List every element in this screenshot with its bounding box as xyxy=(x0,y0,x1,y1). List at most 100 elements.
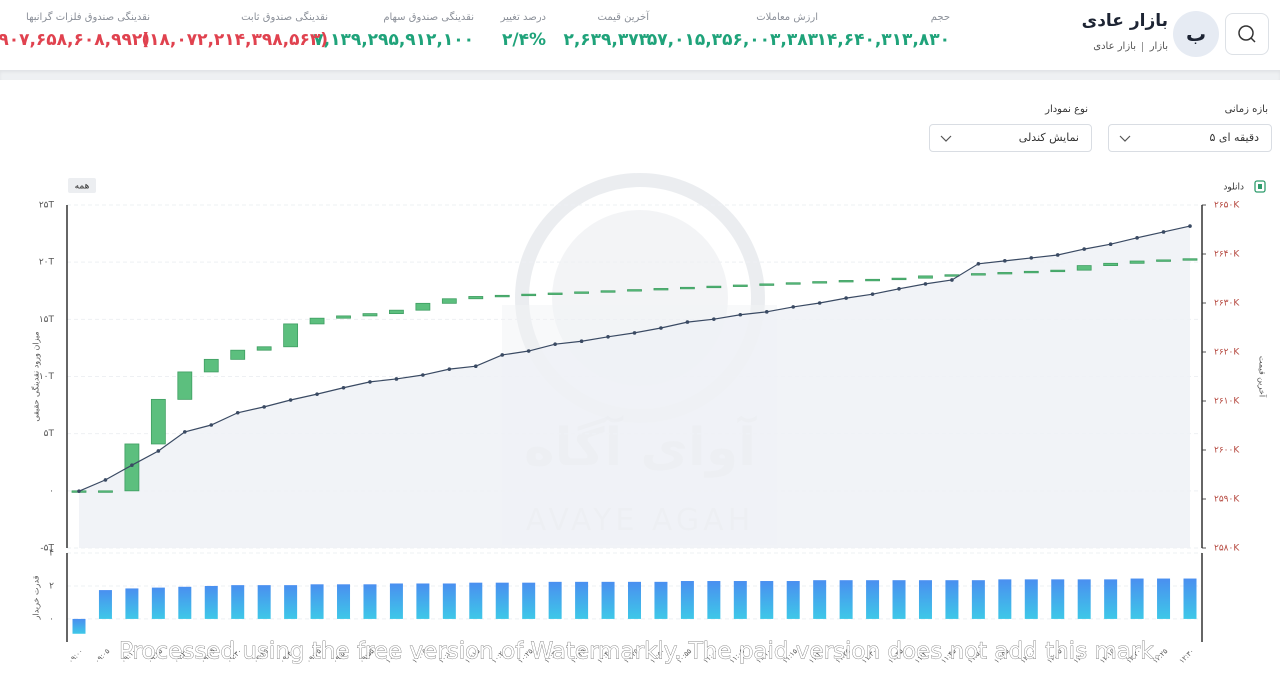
candle xyxy=(203,358,219,373)
breadcrumb-item[interactable]: بازار عادی xyxy=(1093,41,1136,52)
candle xyxy=(732,284,748,287)
stat-value: ۲,۶۳۹,۳۷۳ xyxy=(563,30,649,50)
candle xyxy=(891,277,907,281)
bar xyxy=(866,580,880,619)
price-point xyxy=(447,367,452,371)
candle xyxy=(600,290,616,293)
bar xyxy=(231,585,245,619)
bar xyxy=(310,584,324,619)
bar xyxy=(1024,579,1038,619)
search-icon xyxy=(1238,25,1256,43)
price-point xyxy=(341,385,346,390)
stat-value: ۵۷,۰۱۵,۳۵۶,۰۰۳,۳۸۳ xyxy=(646,30,818,50)
stat-label: حجم xyxy=(930,12,950,23)
y-axis-label: میزان ورود نقدینگی حقیقی xyxy=(31,331,41,421)
y-axis-label: قدرت خریدار xyxy=(32,575,41,620)
stat-value: (۱۸,۰۷۲,۲۱۴,۳۹۸,۵۶۳) xyxy=(141,30,328,50)
download-icon xyxy=(1254,180,1266,193)
candle xyxy=(441,298,457,304)
breadcrumb-separator xyxy=(1142,42,1143,52)
dropdown-value: نمایش کندلی xyxy=(1018,131,1079,144)
candle xyxy=(653,288,669,291)
price-point xyxy=(950,278,954,282)
price-point xyxy=(606,335,610,339)
bar xyxy=(760,581,774,619)
stat-label: نقدینگی صندوق فلزات گرانبها xyxy=(26,12,150,23)
stat-label: درصد تغییر xyxy=(500,12,546,23)
stat-label: نقدینگی صندوق سهام xyxy=(383,12,474,23)
bar xyxy=(469,582,483,619)
price-point xyxy=(1082,247,1086,251)
candle xyxy=(1129,260,1145,264)
y2-axis-label: آخرین قیمت xyxy=(1258,356,1268,398)
bar xyxy=(1051,579,1065,619)
y2-tick-label: ۲۶۵۰K xyxy=(1214,201,1240,211)
breadcrumb-item[interactable]: بازار xyxy=(1149,41,1168,52)
bar xyxy=(204,585,218,619)
bar xyxy=(151,587,165,619)
y2-tick-label: ۲۶۱۰K xyxy=(1214,397,1240,407)
y2-tick-label: ۲۵۹۰K xyxy=(1214,495,1240,505)
y-tick-label: ۵T xyxy=(44,429,55,439)
candle xyxy=(150,398,166,445)
stat-value: (۲,۹۰۷,۶۵۸,۶۰۸,۹۹۲) xyxy=(0,30,150,50)
candle xyxy=(812,281,828,284)
bar xyxy=(98,590,112,619)
candle xyxy=(177,371,193,400)
price-point xyxy=(77,489,81,493)
candle xyxy=(336,315,351,319)
candle xyxy=(521,293,537,297)
bar xyxy=(575,581,589,619)
price-point xyxy=(1188,224,1192,228)
x-tick-label: ۰۹:۰۵ xyxy=(93,647,111,665)
control-label: بازه زمانی xyxy=(1224,104,1268,115)
price-point xyxy=(473,364,478,369)
stat-value: ۱۴,۶۴۰,۳۱۳,۸۳۰ xyxy=(816,30,950,50)
candle xyxy=(1050,269,1066,273)
candle xyxy=(124,443,140,492)
bar xyxy=(125,588,139,619)
candle xyxy=(468,296,484,300)
price-area xyxy=(79,226,1190,548)
y-tick-label: ۲ xyxy=(49,581,54,591)
price-point xyxy=(844,296,848,300)
candle xyxy=(1182,258,1198,261)
bar xyxy=(1104,579,1118,619)
bar xyxy=(918,580,932,619)
bar xyxy=(628,581,641,619)
candle xyxy=(1156,259,1171,262)
price-point xyxy=(500,353,505,357)
bar xyxy=(337,584,351,619)
candle xyxy=(918,275,933,279)
price-point xyxy=(235,410,240,415)
bar xyxy=(548,581,562,619)
dropdown-value: ۵ دقیقه ای xyxy=(1209,131,1259,144)
stat-label: نقدینگی صندوق ثابت xyxy=(241,12,328,23)
price-point xyxy=(791,305,796,309)
price-point xyxy=(1029,256,1034,260)
price-point xyxy=(1161,230,1166,234)
y-tick-label: ۱۵T xyxy=(39,315,55,325)
search-button[interactable] xyxy=(1225,13,1269,55)
price-point xyxy=(368,380,372,384)
candle xyxy=(970,273,986,276)
market-title: بازار عادی xyxy=(1081,11,1168,31)
candle xyxy=(362,313,378,317)
bar xyxy=(813,580,827,619)
y2-tick-label: ۲۶۳۰K xyxy=(1214,299,1240,309)
candle xyxy=(838,280,854,283)
dropdown[interactable]: ۵ دقیقه ای xyxy=(1108,124,1272,152)
bar xyxy=(680,581,694,619)
dropdown[interactable]: نمایش کندلی xyxy=(929,124,1092,152)
bar xyxy=(1077,579,1091,619)
bar xyxy=(1130,578,1144,619)
candle xyxy=(494,294,510,298)
zoom-button[interactable]: همه xyxy=(75,182,90,192)
download-button[interactable]: دانلود xyxy=(1223,183,1244,193)
candle xyxy=(627,289,642,292)
price-point xyxy=(712,317,716,321)
market-avatar: ب xyxy=(1173,11,1219,57)
bar xyxy=(998,579,1012,619)
